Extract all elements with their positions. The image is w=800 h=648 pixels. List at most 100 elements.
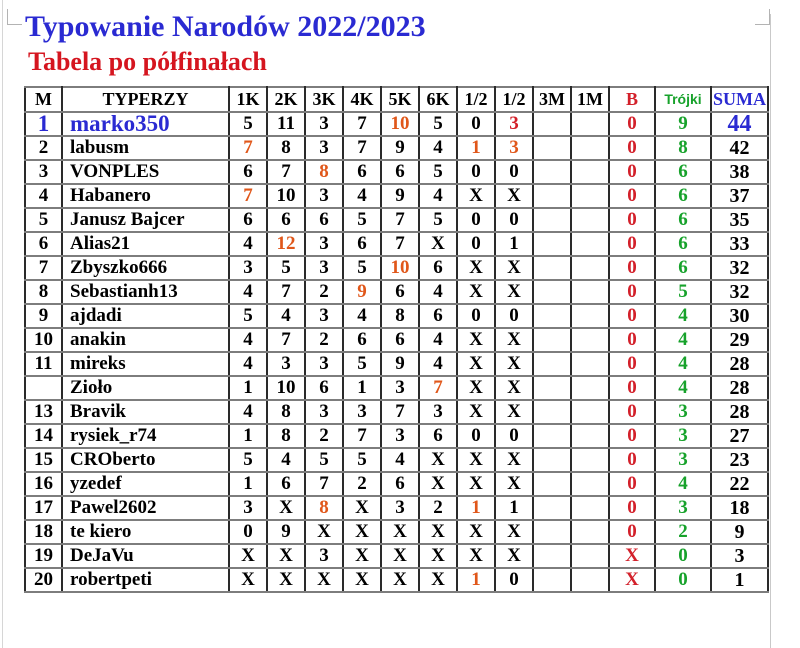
score-cell: X bbox=[456, 351, 496, 377]
score-cell: 8 bbox=[266, 399, 306, 425]
score-cell: X bbox=[418, 567, 458, 593]
rank-cell: 9 bbox=[24, 303, 63, 329]
score-cell: 4 bbox=[342, 303, 382, 329]
score-cell: X bbox=[380, 543, 420, 569]
score-cell: X bbox=[418, 519, 458, 545]
score-cell bbox=[570, 495, 610, 521]
score-cell: 1 bbox=[494, 495, 534, 521]
trojki-cell: 2 bbox=[654, 519, 712, 545]
page-title: Typowanie Narodów 2022/2023 bbox=[25, 10, 426, 43]
score-cell: 8 bbox=[380, 303, 420, 329]
player-name-cell: anakin bbox=[61, 327, 230, 353]
suma-cell: 28 bbox=[710, 375, 769, 401]
table-row: 2 labusm 7 8 3 7 9 4 1 3 0 8 42 bbox=[24, 135, 769, 161]
score-cell: 3 bbox=[304, 255, 344, 281]
score-cell: 7 bbox=[342, 135, 382, 161]
suma-cell: 22 bbox=[710, 471, 769, 497]
score-cell: 3 bbox=[380, 423, 420, 449]
score-cell: X bbox=[228, 543, 268, 569]
score-cell: 0 bbox=[456, 303, 496, 329]
player-name-cell: Zbyszko666 bbox=[61, 255, 230, 281]
score-cell bbox=[570, 135, 610, 161]
bonus-cell: 0 bbox=[608, 135, 656, 161]
rank-cell: 13 bbox=[24, 399, 63, 425]
bonus-cell: 0 bbox=[608, 279, 656, 305]
score-cell: 12 bbox=[266, 231, 306, 257]
score-cell: 1 bbox=[456, 135, 496, 161]
rank-cell: 6 bbox=[24, 231, 63, 257]
score-cell bbox=[532, 375, 572, 401]
score-cell: 1 bbox=[228, 471, 268, 497]
score-cell: 3 bbox=[304, 183, 344, 209]
column-header-1-2-8: 1/2 bbox=[456, 86, 496, 113]
player-name-cell: Sebastianh13 bbox=[61, 279, 230, 305]
page-left-boundary-line bbox=[2, 0, 3, 648]
score-cell: 0 bbox=[494, 303, 534, 329]
score-cell: 7 bbox=[418, 375, 458, 401]
table-row: 11 mireks 4 3 3 5 9 4 X X 0 4 28 bbox=[24, 351, 769, 377]
trojki-cell: 3 bbox=[654, 399, 712, 425]
score-cell: X bbox=[418, 543, 458, 569]
score-cell: 1 bbox=[228, 423, 268, 449]
score-cell: X bbox=[494, 279, 534, 305]
score-cell: 6 bbox=[266, 471, 306, 497]
table-row: 14 rysiek_r74 1 8 2 7 3 6 0 0 0 3 27 bbox=[24, 423, 769, 449]
score-cell: X bbox=[266, 495, 306, 521]
score-cell bbox=[570, 471, 610, 497]
table-row: 3 VONPLES 6 7 8 6 6 5 0 0 0 6 38 bbox=[24, 159, 769, 185]
score-cell: 3 bbox=[228, 255, 268, 281]
score-cell bbox=[532, 519, 572, 545]
table-row: 19 DeJaVu X X 3 X X X X X X 0 3 bbox=[24, 543, 769, 569]
trojki-cell: 6 bbox=[654, 207, 712, 233]
column-header-b-12: B bbox=[608, 86, 656, 113]
table-row: 18 te kiero 0 9 X X X X X X 0 2 9 bbox=[24, 519, 769, 545]
bonus-cell: 0 bbox=[608, 423, 656, 449]
score-cell: 8 bbox=[266, 423, 306, 449]
trojki-cell: 3 bbox=[654, 447, 712, 473]
score-cell: 4 bbox=[418, 327, 458, 353]
score-cell: X bbox=[456, 183, 496, 209]
score-cell bbox=[570, 519, 610, 545]
score-cell bbox=[570, 567, 610, 593]
score-cell bbox=[532, 567, 572, 593]
score-cell: X bbox=[456, 375, 496, 401]
score-cell: 4 bbox=[266, 303, 306, 329]
rank-cell: 14 bbox=[24, 423, 63, 449]
bonus-cell: 0 bbox=[608, 327, 656, 353]
score-cell: 5 bbox=[304, 447, 344, 473]
score-cell: 3 bbox=[418, 399, 458, 425]
trojki-cell: 6 bbox=[654, 159, 712, 185]
bonus-cell: 0 bbox=[608, 255, 656, 281]
score-cell: 4 bbox=[228, 279, 268, 305]
score-cell: 3 bbox=[380, 495, 420, 521]
bonus-cell: 0 bbox=[608, 111, 656, 137]
score-cell: 0 bbox=[494, 423, 534, 449]
score-cell: 6 bbox=[342, 231, 382, 257]
table-row: 1 marko350 5 11 3 7 10 5 0 3 0 9 44 bbox=[24, 111, 769, 137]
table-row: 16 yzedef 1 6 7 2 6 X X X 0 4 22 bbox=[24, 471, 769, 497]
player-name-cell: yzedef bbox=[61, 471, 230, 497]
score-cell: X bbox=[342, 519, 382, 545]
score-cell: 1 bbox=[456, 567, 496, 593]
score-cell: 10 bbox=[380, 255, 420, 281]
score-cell bbox=[570, 327, 610, 353]
rank-cell: 1 bbox=[24, 111, 63, 137]
column-header-2k-3: 2K bbox=[266, 86, 306, 113]
bonus-cell: 0 bbox=[608, 375, 656, 401]
rank-cell bbox=[24, 375, 63, 401]
score-cell: 4 bbox=[228, 351, 268, 377]
bonus-cell: 0 bbox=[608, 471, 656, 497]
column-header-4k-5: 4K bbox=[342, 86, 382, 113]
table-row: 13 Bravik 4 8 3 3 7 3 X X 0 3 28 bbox=[24, 399, 769, 425]
score-cell bbox=[532, 495, 572, 521]
score-cell: X bbox=[266, 567, 306, 593]
player-name-cell: ajdadi bbox=[61, 303, 230, 329]
score-cell: 6 bbox=[380, 471, 420, 497]
score-cell: 3 bbox=[228, 495, 268, 521]
score-cell: X bbox=[418, 231, 458, 257]
score-cell bbox=[570, 183, 610, 209]
rank-cell: 8 bbox=[24, 279, 63, 305]
suma-cell: 9 bbox=[710, 519, 769, 545]
suma-cell: 32 bbox=[710, 255, 769, 281]
score-cell bbox=[570, 375, 610, 401]
